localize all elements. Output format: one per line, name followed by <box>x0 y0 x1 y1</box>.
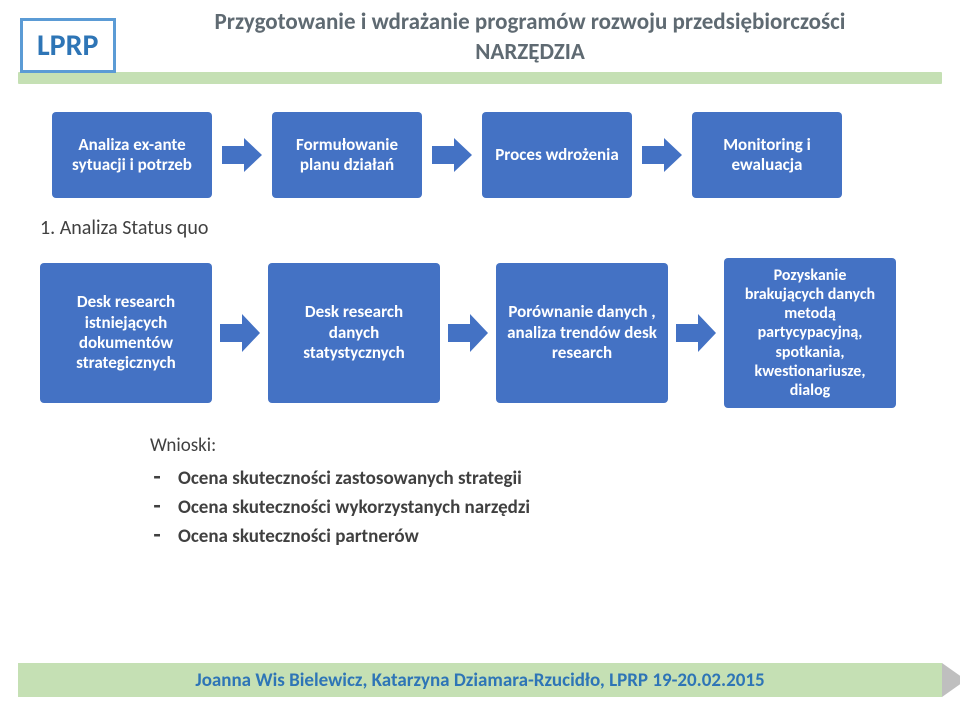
footer-text: Joanna Wis Bielewicz, Katarzyna Dziamara… <box>195 669 764 692</box>
footer-bar: Joanna Wis Bielewicz, Katarzyna Dziamara… <box>18 663 942 697</box>
dash-icon: - <box>150 494 164 518</box>
bullet-text: Ocena skuteczności wykorzystanych narzęd… <box>178 496 530 519</box>
footer-arrowhead-icon <box>942 663 960 697</box>
detail-box-2: Desk research danych statystycznych <box>268 263 440 403</box>
bullet-item: - Ocena skuteczności wykorzystanych narz… <box>150 492 960 521</box>
process-box-3: Proces wdrożenia <box>482 112 632 198</box>
detail-box-3: Porównanie danych , analiza trendów desk… <box>496 263 668 403</box>
section-label: 1. Analiza Status quo <box>0 210 960 246</box>
footer: Joanna Wis Bielewicz, Katarzyna Dziamara… <box>18 663 942 697</box>
detail-box-4: Pozyskanie brakujących danych metodą par… <box>724 258 896 408</box>
header: LPRP Przygotowanie i wdrażanie programów… <box>0 0 960 84</box>
process-box-2: Formułowanie planu działań <box>272 112 422 198</box>
conclusions-heading: Wnioski: <box>150 434 960 457</box>
detail-box-1: Desk research istniejących dokumentów st… <box>40 263 212 403</box>
arrow-icon <box>432 138 472 172</box>
lprp-badge: LPRP <box>20 18 116 73</box>
bullet-text: Ocena skuteczności partnerów <box>178 525 419 548</box>
bullet-text: Ocena skuteczności zastosowanych strateg… <box>178 467 522 490</box>
process-box-1: Analiza ex-ante sytuacji i potrzeb <box>52 112 212 198</box>
title-line-1: Przygotowanie i wdrażanie programów rozw… <box>120 8 940 36</box>
arrow-icon <box>448 314 488 352</box>
arrow-icon <box>222 138 262 172</box>
process-box-4: Monitoring i ewaluacja <box>692 112 842 198</box>
dash-icon: - <box>150 465 164 489</box>
bullet-item: - Ocena skuteczności zastosowanych strat… <box>150 463 960 492</box>
title-line-2: NARZĘDZIA <box>120 38 940 66</box>
arrow-icon <box>642 138 682 172</box>
header-divider-bar <box>18 72 942 84</box>
process-row-2: Desk research istniejących dokumentów st… <box>0 246 960 420</box>
process-row-1: Analiza ex-ante sytuacji i potrzeb Formu… <box>0 84 960 210</box>
arrow-icon <box>676 314 716 352</box>
dash-icon: - <box>150 523 164 547</box>
bullet-item: - Ocena skuteczności partnerów <box>150 521 960 550</box>
conclusions-block: Wnioski: - Ocena skuteczności zastosowan… <box>0 420 960 550</box>
title-block: Przygotowanie i wdrażanie programów rozw… <box>120 8 940 66</box>
arrow-icon <box>220 314 260 352</box>
